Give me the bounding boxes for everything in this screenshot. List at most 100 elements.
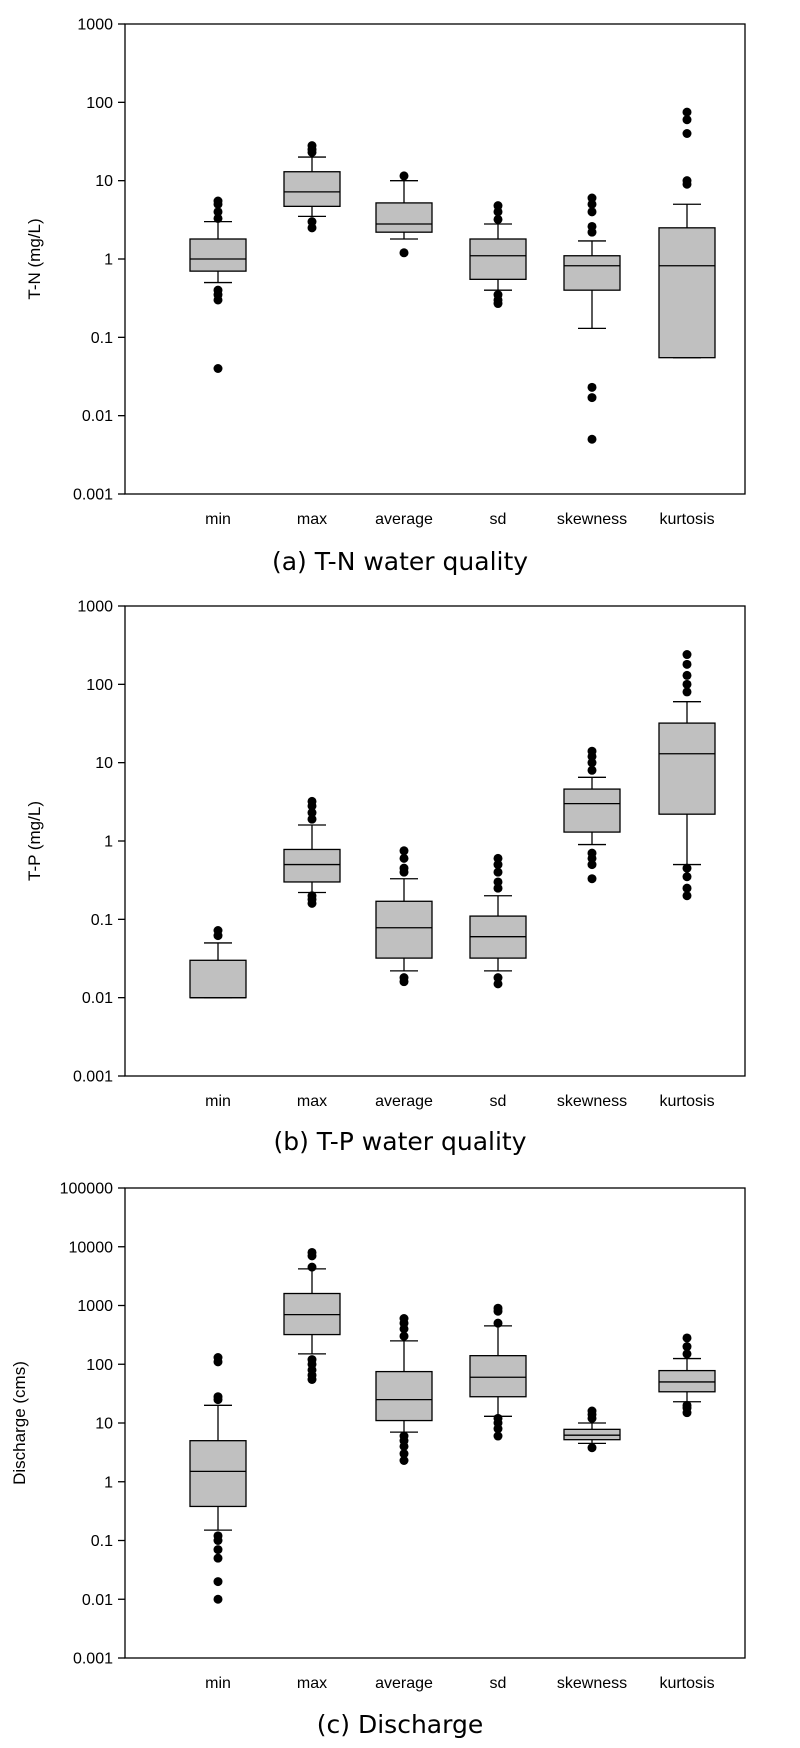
x-category-label: skewness — [557, 1675, 627, 1692]
y-tick-label: 0.01 — [82, 1592, 113, 1609]
y-tick-label: 1 — [104, 1474, 113, 1491]
box-sd — [469, 201, 527, 309]
outlier-point — [493, 1431, 503, 1441]
y-axis-title: T-N (mg/L) — [25, 218, 44, 299]
y-tick-label: 0.1 — [91, 912, 113, 929]
x-category-label: skewness — [557, 1093, 627, 1110]
y-tick-label: 100000 — [60, 1181, 113, 1198]
outlier-point — [587, 393, 597, 403]
outlier-point — [682, 891, 692, 901]
outlier-point — [213, 1545, 223, 1555]
outlier-point — [399, 1314, 409, 1324]
iqr-box — [658, 1369, 716, 1393]
outlier-point — [682, 687, 692, 697]
chart-panel-3: 0.001 0.01 0.1 1 10 100 1000 10000 100000 Dischar… — [10, 1181, 746, 1739]
outlier-point — [682, 883, 692, 893]
outlier-point — [587, 1406, 597, 1416]
outlier-point — [682, 872, 692, 882]
y-tick-label: 1000 — [77, 599, 113, 616]
y-tick-label: 10 — [95, 755, 113, 772]
outlier-point — [307, 808, 317, 818]
outlier-point — [493, 979, 503, 989]
outlier-point — [307, 796, 317, 806]
box-skewness — [563, 193, 621, 444]
outlier-point — [213, 1392, 223, 1402]
outlier-point — [682, 176, 692, 186]
x-category-label: kurtosis — [659, 511, 714, 528]
box-kurtosis — [658, 1333, 716, 1418]
x-category-label: max — [297, 1093, 327, 1110]
outlier-point — [213, 213, 223, 223]
outlier-point — [213, 196, 223, 206]
box-min — [189, 1353, 247, 1604]
outlier-point — [399, 1449, 409, 1459]
outlier-point — [682, 1349, 692, 1359]
y-tick-label: 10 — [95, 173, 113, 190]
box-max — [283, 796, 341, 908]
outlier-point — [307, 1355, 317, 1365]
x-category-label: average — [375, 1675, 433, 1692]
iqr-box — [283, 171, 341, 208]
chart-panel-2: 0.001 0.01 0.1 1 10 100 1000 T-P (mg/L) min max av… — [25, 599, 746, 1156]
y-axis-title: T-P (mg/L) — [25, 801, 44, 881]
outlier-point — [399, 1455, 409, 1465]
y-tick-label: 10000 — [69, 1239, 114, 1256]
x-category-label: min — [205, 511, 231, 528]
box-sd — [469, 853, 527, 989]
outlier-point — [682, 1400, 692, 1410]
x-category-label: min — [205, 1675, 231, 1692]
outlier-point — [493, 853, 503, 863]
outlier-point — [213, 285, 223, 295]
iqr-box — [283, 848, 341, 883]
outlier-point — [399, 853, 409, 863]
box-max — [283, 1247, 341, 1385]
y-tick-label: 1000 — [77, 1298, 113, 1315]
outlier-point — [493, 207, 503, 217]
x-category-label: max — [297, 1675, 327, 1692]
iqr-box — [563, 788, 621, 833]
outlier-point — [399, 973, 409, 983]
outlier-point — [587, 199, 597, 209]
x-category-label: min — [205, 1093, 231, 1110]
outlier-point — [587, 434, 597, 444]
panel-caption: (b) T-P water quality — [273, 1127, 526, 1156]
panel-caption: (a) T-N water quality — [272, 547, 528, 576]
outlier-point — [493, 290, 503, 300]
outlier-point — [682, 659, 692, 669]
chart-panel-1: 0.001 0.01 0.1 1 10 100 1000 T-N (mg/L) min max av… — [25, 17, 746, 576]
outlier-point — [493, 883, 503, 893]
y-tick-label: 0.1 — [91, 1533, 113, 1550]
outlier-point — [399, 1331, 409, 1341]
outlier-point — [493, 214, 503, 224]
outlier-point — [493, 1413, 503, 1423]
outlier-point — [682, 1342, 692, 1352]
outlier-point — [493, 201, 503, 211]
outlier-point — [682, 650, 692, 660]
iqr-box — [563, 1428, 621, 1441]
outlier-point — [213, 1353, 223, 1363]
x-category-label: sd — [490, 511, 507, 528]
x-category-label: skewness — [557, 511, 627, 528]
outlier-point — [682, 115, 692, 125]
y-tick-label: 100 — [86, 95, 113, 112]
outlier-point — [587, 860, 597, 870]
outlier-point — [493, 877, 503, 887]
iqr-box — [375, 1370, 433, 1422]
outlier-point — [399, 1431, 409, 1441]
outlier-point — [587, 874, 597, 884]
box-skewness — [563, 1406, 621, 1453]
outlier-point — [493, 973, 503, 983]
outlier-point — [587, 207, 597, 217]
iqr-box — [469, 1355, 527, 1398]
outlier-point — [307, 217, 317, 227]
outlier-point — [213, 364, 223, 374]
iqr-box — [189, 959, 247, 999]
box-skewness — [563, 746, 621, 884]
y-axis-title: Discharge (cms) — [10, 1361, 29, 1485]
y-tick-label: 0.001 — [73, 487, 113, 504]
box-min — [189, 196, 247, 374]
x-category-label: average — [375, 1093, 433, 1110]
outlier-point — [493, 867, 503, 877]
panel-caption: (c) Discharge — [317, 1710, 483, 1739]
